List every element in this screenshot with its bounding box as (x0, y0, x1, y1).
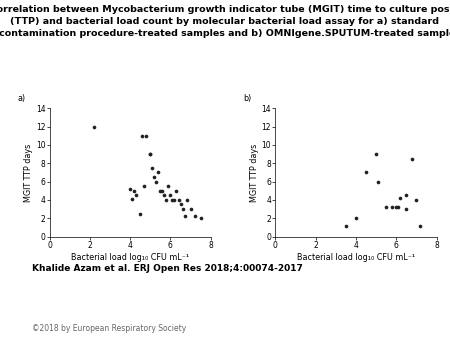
Point (155, 170, 162, 175)
Y-axis label: MGIT TTP days: MGIT TTP days (250, 143, 259, 201)
Point (147, 151, 154, 157)
Point (374, 179, 382, 184)
Point (388, 204, 396, 210)
Text: b): b) (243, 94, 251, 103)
Point (159, 188, 166, 193)
Point (139, 133, 146, 138)
Point (342, 223, 349, 228)
Point (137, 211, 144, 216)
Point (197, 216, 204, 221)
Point (126, 186, 134, 192)
Point (141, 184, 148, 189)
Text: The correlation between Mycobacterium growth indicator tube (MGIT) time to cultu: The correlation between Mycobacterium gr… (0, 5, 450, 38)
Point (129, 196, 136, 202)
Point (373, 151, 380, 157)
Text: ©2018 by European Respiratory Society: ©2018 by European Respiratory Society (32, 324, 186, 333)
Y-axis label: MGIT TTP days: MGIT TTP days (24, 143, 33, 201)
Point (148, 165, 156, 170)
Point (417, 223, 424, 228)
Point (153, 179, 160, 184)
Point (143, 133, 150, 138)
Point (161, 193, 168, 198)
Point (352, 216, 360, 221)
X-axis label: Bacterial load log₁₀ CFU mL⁻¹: Bacterial load log₁₀ CFU mL⁻¹ (71, 252, 189, 262)
Text: Khalide Azam et al. ERJ Open Res 2018;4:00074-2017: Khalide Azam et al. ERJ Open Res 2018;4:… (32, 264, 302, 273)
X-axis label: Bacterial load log₁₀ CFU mL⁻¹: Bacterial load log₁₀ CFU mL⁻¹ (297, 252, 415, 262)
Point (181, 214, 188, 219)
Point (163, 197, 170, 202)
Point (179, 207, 186, 212)
Point (395, 204, 402, 210)
Point (151, 174, 158, 180)
Text: a): a) (17, 94, 25, 103)
Point (382, 204, 390, 210)
Point (167, 193, 174, 198)
Point (362, 170, 369, 175)
Point (165, 184, 172, 189)
Point (396, 195, 404, 201)
Point (90, 124, 98, 129)
Point (175, 197, 182, 202)
Point (171, 197, 178, 202)
Point (133, 193, 140, 198)
Point (177, 202, 184, 207)
Point (191, 214, 198, 219)
Point (392, 204, 400, 210)
Point (173, 188, 180, 193)
Point (169, 197, 176, 202)
Point (157, 188, 164, 193)
Point (409, 156, 416, 161)
Point (403, 193, 410, 198)
Point (183, 197, 190, 202)
Point (147, 151, 154, 157)
Point (187, 207, 194, 212)
Point (130, 188, 138, 193)
Point (403, 207, 410, 212)
Point (413, 197, 420, 202)
